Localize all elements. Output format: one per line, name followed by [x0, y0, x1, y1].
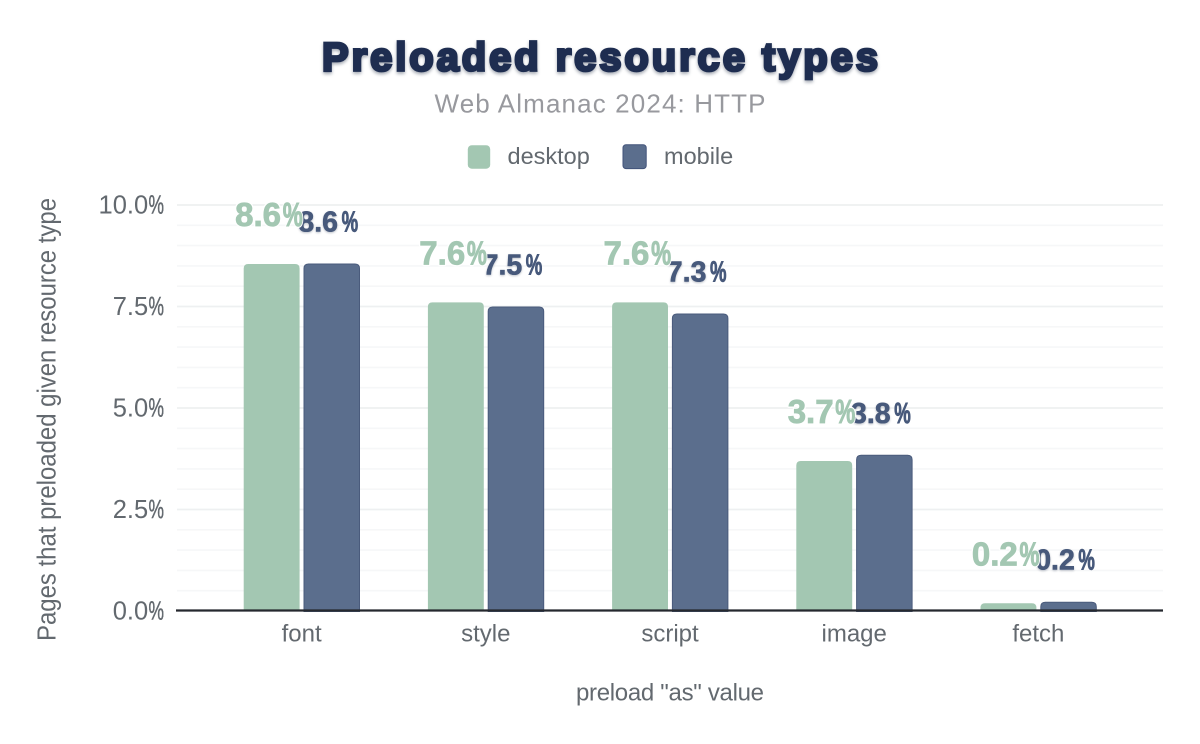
- svg-text:5.0: 5.0: [113, 394, 148, 422]
- svg-text:7.6: 7.6: [419, 235, 465, 272]
- svg-text:2.5: 2.5: [113, 496, 148, 524]
- svg-text:Preloaded resource types: Preloaded resource types: [322, 36, 878, 80]
- svg-text:7.5: 7.5: [483, 250, 523, 282]
- svg-text:8.6: 8.6: [298, 207, 338, 239]
- svg-text:0.2: 0.2: [972, 535, 1018, 572]
- svg-text:%: %: [526, 250, 543, 282]
- svg-text:3.7: 3.7: [788, 393, 834, 430]
- svg-text:%: %: [149, 293, 165, 321]
- svg-text:7.6: 7.6: [604, 235, 650, 272]
- svg-text:0.2: 0.2: [1035, 545, 1075, 577]
- svg-text:%: %: [1020, 535, 1040, 572]
- svg-text:Web Almanac 2024: HTTP: Web Almanac 2024: HTTP: [435, 89, 766, 119]
- svg-text:0.0: 0.0: [113, 597, 148, 625]
- svg-text:%: %: [342, 207, 359, 239]
- svg-text:Pages that preloaded given res: Pages that preloaded given resource type: [33, 198, 61, 641]
- svg-text:%: %: [1078, 545, 1095, 577]
- svg-text:7.5: 7.5: [113, 293, 148, 321]
- svg-text:desktop: desktop: [508, 143, 590, 169]
- svg-text:%: %: [651, 235, 671, 272]
- svg-text:mobile: mobile: [664, 143, 733, 169]
- svg-text:3.7: 3.7: [788, 393, 834, 430]
- svg-text:fetch: fetch: [1012, 620, 1064, 647]
- svg-text:%: %: [651, 235, 671, 272]
- svg-text:7.3: 7.3: [667, 257, 707, 289]
- svg-text:%: %: [835, 393, 855, 430]
- svg-text:3.8: 3.8: [851, 398, 891, 430]
- svg-text:8.6: 8.6: [235, 196, 281, 233]
- svg-text:%: %: [149, 496, 165, 524]
- svg-text:%: %: [283, 196, 303, 233]
- svg-text:image: image: [822, 620, 887, 647]
- svg-text:%: %: [467, 235, 487, 272]
- svg-text:7.6: 7.6: [419, 235, 465, 272]
- svg-text:%: %: [894, 398, 911, 430]
- svg-text:%: %: [835, 393, 855, 430]
- svg-text:style: style: [461, 620, 510, 647]
- svg-text:8.6: 8.6: [235, 196, 281, 233]
- svg-text:%: %: [1020, 535, 1040, 572]
- svg-text:%: %: [149, 597, 165, 625]
- svg-text:script: script: [641, 620, 699, 647]
- svg-text:10.0: 10.0: [99, 191, 149, 219]
- svg-text:7.6: 7.6: [604, 235, 650, 272]
- svg-text:%: %: [283, 196, 303, 233]
- svg-text:%: %: [149, 394, 165, 422]
- svg-text:%: %: [467, 235, 487, 272]
- svg-text:%: %: [149, 191, 165, 219]
- svg-text:font: font: [282, 620, 322, 647]
- svg-text:preload "as" value: preload "as" value: [576, 680, 764, 707]
- svg-text:%: %: [710, 257, 727, 289]
- svg-text:0.2: 0.2: [972, 535, 1018, 572]
